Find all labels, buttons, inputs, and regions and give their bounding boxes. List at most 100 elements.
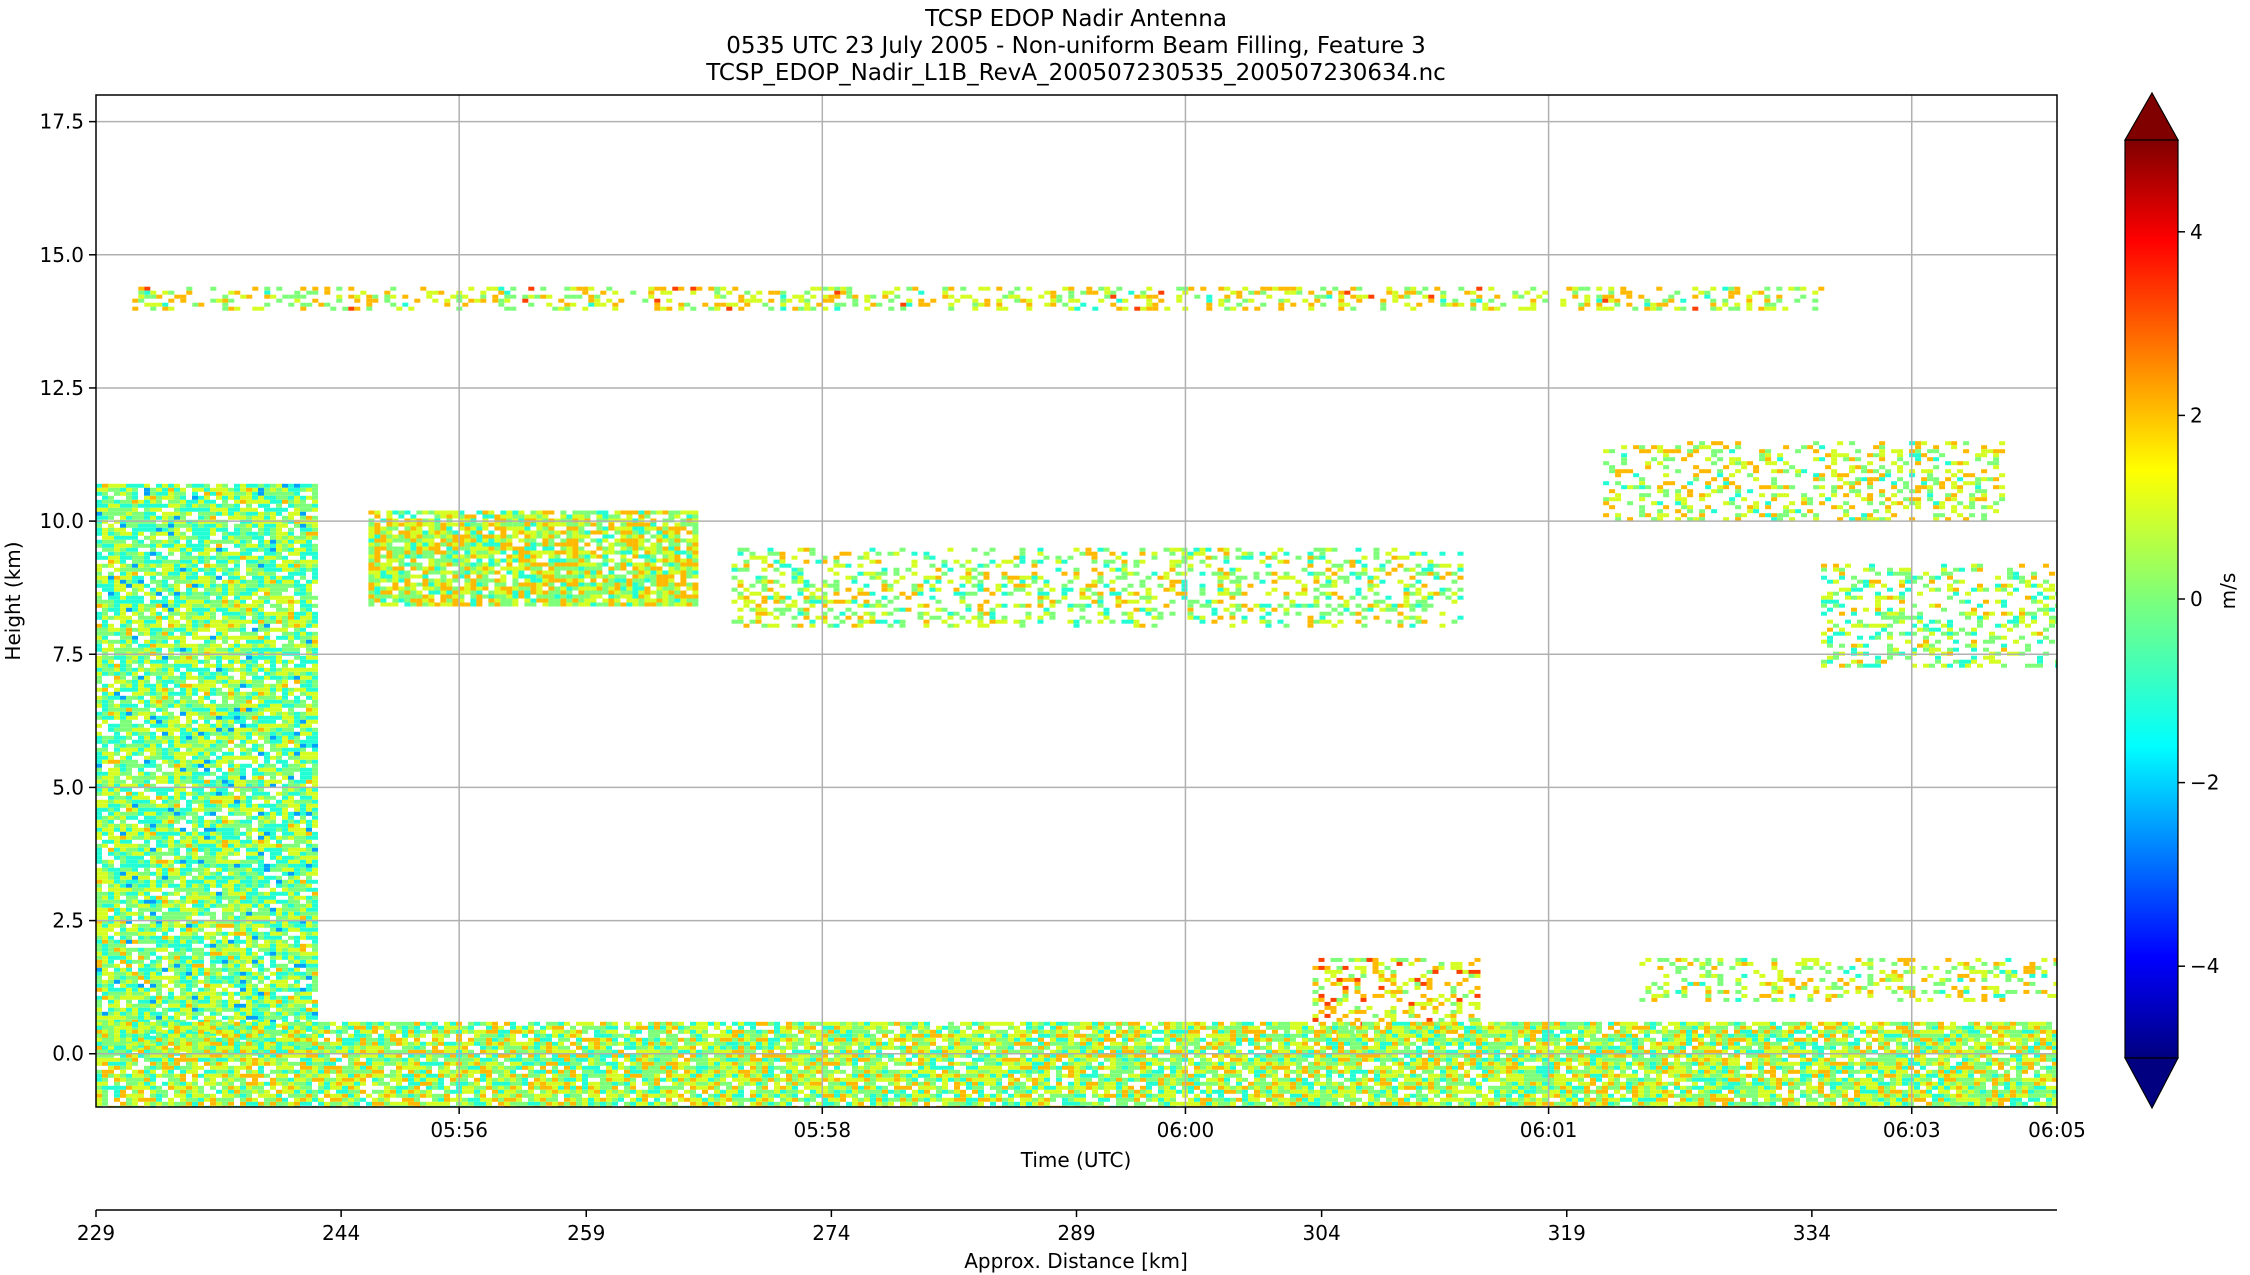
heatmap-cell bbox=[150, 927, 156, 932]
heatmap-cell bbox=[162, 699, 168, 704]
heatmap-cell bbox=[288, 294, 295, 299]
heatmap-cell bbox=[174, 655, 180, 660]
heatmap-cell bbox=[192, 895, 198, 900]
heatmap-cell bbox=[144, 747, 150, 752]
heatmap-cell bbox=[630, 290, 637, 295]
heatmap-cell bbox=[144, 951, 150, 956]
heatmap-cell bbox=[264, 687, 270, 692]
heatmap-cell bbox=[192, 607, 198, 612]
heatmap-cell bbox=[258, 647, 264, 652]
heatmap-cell bbox=[186, 591, 192, 596]
heatmap-cell bbox=[240, 927, 246, 932]
heatmap-cell bbox=[174, 723, 180, 728]
heatmap-cell bbox=[468, 298, 475, 303]
heatmap-cell bbox=[264, 671, 270, 676]
heatmap-cell bbox=[240, 623, 246, 628]
heatmap-cell bbox=[264, 591, 270, 596]
heatmap-cell bbox=[1050, 294, 1057, 299]
heatmap-cell bbox=[234, 523, 240, 528]
heatmap-cell bbox=[246, 551, 252, 556]
heatmap-cell bbox=[102, 515, 108, 520]
heatmap-cell bbox=[288, 659, 294, 664]
heatmap-cell bbox=[234, 919, 240, 924]
heatmap-cell bbox=[288, 771, 294, 776]
heatmap-cell bbox=[666, 298, 673, 303]
heatmap-cell bbox=[264, 715, 270, 720]
heatmap-cell bbox=[300, 915, 306, 920]
heatmap-cell bbox=[204, 483, 210, 488]
heatmap-cell bbox=[168, 939, 174, 944]
heatmap-cell bbox=[222, 507, 228, 512]
heatmap-cell bbox=[216, 599, 222, 604]
heatmap-cell bbox=[276, 1023, 282, 1028]
heatmap-cell bbox=[192, 791, 198, 796]
heatmap-cell bbox=[780, 294, 787, 299]
heatmap-cell bbox=[228, 679, 234, 684]
heatmap-cell bbox=[138, 667, 144, 672]
heatmap-cell bbox=[1194, 294, 1201, 299]
heatmap-cell bbox=[180, 743, 186, 748]
heatmap-cell bbox=[234, 735, 240, 740]
heatmap-cell bbox=[216, 503, 222, 508]
heatmap-cell bbox=[150, 615, 156, 620]
heatmap-cell bbox=[150, 491, 156, 496]
heatmap-cell bbox=[198, 583, 204, 588]
heatmap-cell bbox=[492, 298, 499, 303]
heatmap-cell bbox=[264, 495, 270, 500]
heatmap-cell bbox=[240, 603, 246, 608]
heatmap-cell bbox=[240, 803, 246, 808]
heatmap-cell bbox=[744, 302, 751, 307]
heatmap-cell bbox=[138, 803, 144, 808]
heatmap-cell bbox=[234, 623, 240, 628]
heatmap-cell bbox=[246, 523, 252, 528]
heatmap-cell bbox=[222, 699, 228, 704]
heatmap-cell bbox=[312, 815, 318, 820]
heatmap-cell bbox=[240, 579, 246, 584]
heatmap-cell bbox=[108, 543, 114, 548]
heatmap-cell bbox=[132, 563, 138, 568]
heatmap-cell bbox=[246, 959, 252, 964]
heatmap-cell bbox=[270, 587, 276, 592]
heatmap-cell bbox=[162, 867, 168, 872]
heatmap-cell bbox=[204, 743, 210, 748]
heatmap-cell bbox=[246, 887, 252, 892]
heatmap-cell bbox=[192, 507, 198, 512]
heatmap-cell bbox=[138, 827, 144, 832]
heatmap-cell bbox=[240, 587, 246, 592]
heatmap-cell bbox=[162, 659, 168, 664]
heatmap-cell bbox=[264, 739, 270, 744]
heatmap-cell bbox=[156, 947, 162, 952]
heatmap-cell bbox=[132, 811, 138, 816]
heatmap-cell bbox=[102, 839, 108, 844]
heatmap-cell bbox=[204, 491, 210, 496]
heatmap-cell bbox=[384, 298, 391, 303]
heatmap-cell bbox=[192, 991, 198, 996]
heatmap-cell bbox=[120, 871, 126, 876]
heatmap-cell bbox=[234, 863, 240, 868]
heatmap-cell bbox=[258, 835, 264, 840]
heatmap-cell bbox=[306, 999, 312, 1004]
heatmap-cell bbox=[228, 903, 234, 908]
heatmap-cell bbox=[174, 867, 180, 872]
heatmap-cell bbox=[480, 290, 487, 295]
heatmap-cell bbox=[186, 839, 192, 844]
heatmap-cell bbox=[156, 847, 162, 852]
heatmap-cell bbox=[192, 487, 198, 492]
heatmap-cell bbox=[198, 675, 204, 680]
heatmap-cell bbox=[138, 563, 144, 568]
heatmap-cell bbox=[312, 683, 318, 688]
heatmap-cell bbox=[312, 487, 318, 492]
heatmap-cell bbox=[288, 571, 294, 576]
heatmap-cell bbox=[312, 647, 318, 652]
heatmap-cell bbox=[156, 851, 162, 856]
heatmap-cell bbox=[180, 615, 186, 620]
heatmap-cell bbox=[120, 835, 126, 840]
heatmap-cell bbox=[120, 743, 126, 748]
heatmap-cell bbox=[264, 931, 270, 936]
heatmap-cell bbox=[168, 547, 174, 552]
heatmap-cell bbox=[192, 563, 198, 568]
heatmap-cell bbox=[306, 615, 312, 620]
heatmap-cell bbox=[210, 655, 216, 660]
heatmap-cell bbox=[144, 675, 150, 680]
heatmap-cell bbox=[312, 775, 318, 780]
